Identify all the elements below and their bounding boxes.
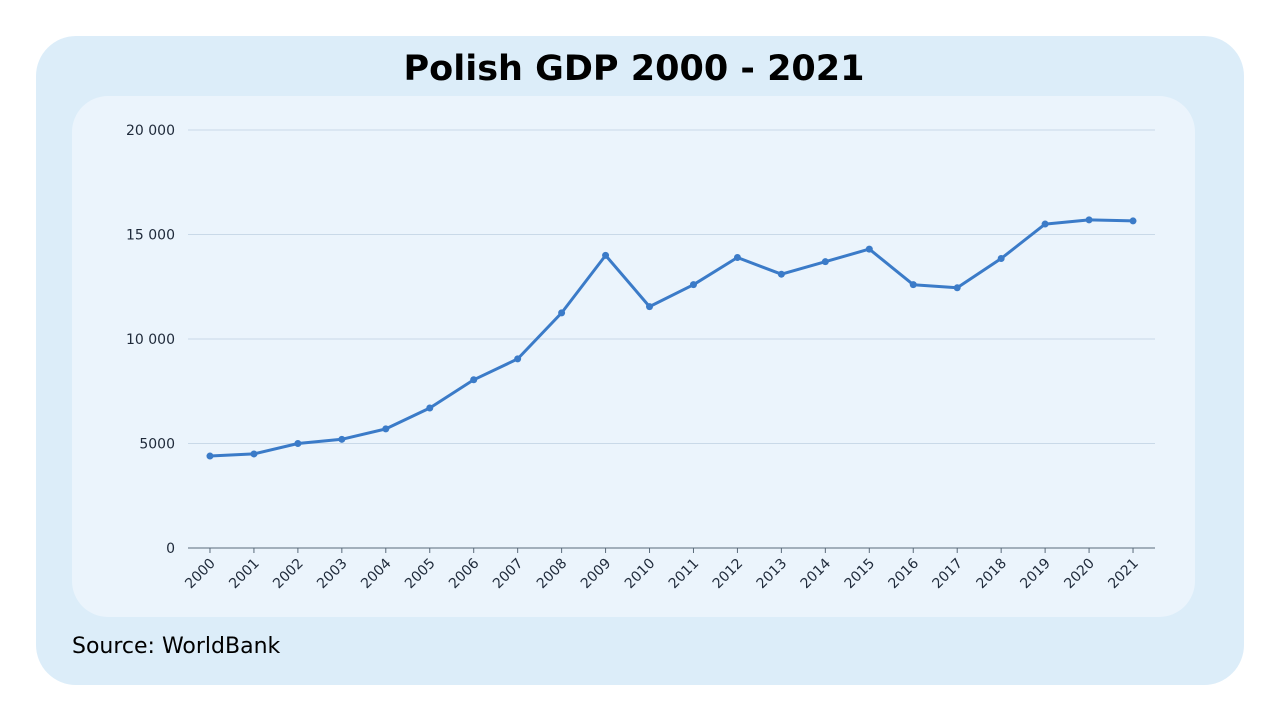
y-tick-label: 5000 [139,437,175,453]
plot-area [72,96,1195,617]
x-tick-label: 2018 [973,556,1010,593]
x-tick-label: 2021 [1105,556,1142,593]
data-point [997,255,1005,263]
y-tick-label: 10 000 [126,332,175,348]
x-tick-label: 2002 [270,556,307,593]
x-axis: 2000 2001 2002 2003 2004 2005 2006 2007 2008 2009… [182,547,1155,593]
y-tick-label: 0 [166,541,175,557]
x-tick-label: 2012 [710,556,747,593]
data-point [602,251,610,259]
x-tick-label: 2004 [358,555,395,592]
data-point [1041,220,1049,228]
data-point [777,270,785,278]
data-point [865,245,873,253]
y-axis: 0 5000 10 000 15 000 20 000 [126,123,175,557]
data-point [514,355,522,363]
source-note: Source: WorldBank [72,634,281,659]
x-tick-label: 2017 [930,556,967,593]
series-layer [206,216,1137,460]
data-point [1085,216,1093,224]
data-point [909,281,917,289]
x-tick-label: 2000 [182,556,219,593]
x-tick-label: 2005 [402,556,439,593]
data-point [733,253,741,261]
x-tick-label: 2019 [1017,556,1054,593]
x-tick-label: 2009 [578,556,615,593]
x-tick-label: 2016 [886,555,923,592]
gridlines [188,129,1155,444]
x-tick-label: 2001 [226,556,263,593]
data-point [250,450,258,458]
x-tick-label: 2013 [754,556,791,593]
x-tick-label: 2007 [490,556,527,593]
data-point [426,404,434,412]
y-tick-label: 15 000 [126,228,175,244]
data-point [821,258,829,266]
x-tick-label: 2006 [446,555,483,592]
x-tick-label: 2015 [842,556,879,593]
data-point [953,284,961,292]
data-point [382,425,390,433]
x-tick-label: 2003 [314,556,351,593]
data-point [206,452,214,460]
data-point [294,440,302,447]
data-point [1129,217,1137,225]
x-tick-label: 2014 [798,555,835,592]
data-point [689,281,697,289]
data-point [470,376,478,384]
x-tick-label: 2020 [1061,556,1098,593]
x-tick-label: 2011 [666,556,703,593]
y-tick-label: 20 000 [126,123,175,139]
x-tick-label: 2010 [622,556,659,593]
data-point [338,435,346,443]
chart-title: Polish GDP 2000 - 2021 [403,49,865,89]
data-point [558,309,566,317]
data-point [646,303,654,311]
x-tick-label: 2008 [534,556,571,593]
series-line [208,218,1135,458]
